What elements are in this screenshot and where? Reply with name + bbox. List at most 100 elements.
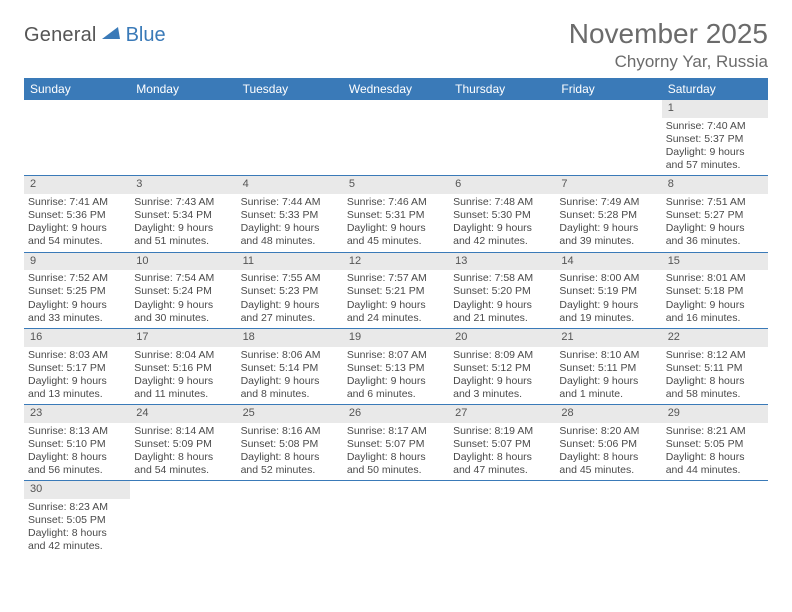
daylight-line: Daylight: 9 hours and 33 minutes. — [28, 299, 126, 325]
calendar-day-cell: 22Sunrise: 8:12 AMSunset: 5:11 PMDayligh… — [662, 328, 768, 404]
daylight-line: Daylight: 9 hours and 36 minutes. — [666, 222, 764, 248]
sunrise-line: Sunrise: 8:14 AM — [134, 425, 232, 438]
day-number: 19 — [343, 329, 449, 347]
sunset-line: Sunset: 5:12 PM — [453, 362, 551, 375]
logo-general: General — [24, 24, 97, 47]
day-number: 10 — [130, 253, 236, 271]
calendar-day-cell: 20Sunrise: 8:09 AMSunset: 5:12 PMDayligh… — [449, 328, 555, 404]
weekday-header-row: SundayMondayTuesdayWednesdayThursdayFrid… — [24, 78, 768, 100]
daylight-line: Daylight: 9 hours and 6 minutes. — [347, 375, 445, 401]
sunset-line: Sunset: 5:09 PM — [134, 438, 232, 451]
calendar-day-cell: 16Sunrise: 8:03 AMSunset: 5:17 PMDayligh… — [24, 328, 130, 404]
sunset-line: Sunset: 5:08 PM — [241, 438, 339, 451]
day-number: 18 — [237, 329, 343, 347]
weekday-header: Saturday — [662, 78, 768, 100]
day-number: 28 — [555, 405, 661, 423]
daylight-line: Daylight: 8 hours and 54 minutes. — [134, 451, 232, 477]
calendar-day-cell: 29Sunrise: 8:21 AMSunset: 5:05 PMDayligh… — [662, 405, 768, 481]
daylight-line: Daylight: 8 hours and 58 minutes. — [666, 375, 764, 401]
sunrise-line: Sunrise: 7:57 AM — [347, 272, 445, 285]
daylight-line: Daylight: 8 hours and 56 minutes. — [28, 451, 126, 477]
sunset-line: Sunset: 5:34 PM — [134, 209, 232, 222]
sunset-line: Sunset: 5:20 PM — [453, 285, 551, 298]
day-number: 25 — [237, 405, 343, 423]
sunrise-line: Sunrise: 8:21 AM — [666, 425, 764, 438]
sunrise-line: Sunrise: 7:44 AM — [241, 196, 339, 209]
sunset-line: Sunset: 5:16 PM — [134, 362, 232, 375]
calendar-day-cell: 23Sunrise: 8:13 AMSunset: 5:10 PMDayligh… — [24, 405, 130, 481]
calendar-day-cell: 19Sunrise: 8:07 AMSunset: 5:13 PMDayligh… — [343, 328, 449, 404]
calendar-empty-cell — [24, 100, 130, 176]
calendar-day-cell: 15Sunrise: 8:01 AMSunset: 5:18 PMDayligh… — [662, 252, 768, 328]
sunrise-line: Sunrise: 8:12 AM — [666, 349, 764, 362]
daylight-line: Daylight: 9 hours and 27 minutes. — [241, 299, 339, 325]
sunrise-line: Sunrise: 8:17 AM — [347, 425, 445, 438]
day-number: 4 — [237, 176, 343, 194]
calendar-empty-cell — [662, 481, 768, 557]
day-number: 2 — [24, 176, 130, 194]
sunset-line: Sunset: 5:23 PM — [241, 285, 339, 298]
daylight-line: Daylight: 9 hours and 57 minutes. — [666, 146, 764, 172]
sunrise-line: Sunrise: 8:04 AM — [134, 349, 232, 362]
calendar-week-row: 16 Sunrise: 8:03 AMSunset: 5:17 PM Dayligh… — [24, 328, 768, 404]
sunrise-line: Sunrise: 8:13 AM — [28, 425, 126, 438]
sunrise-line: Sunrise: 8:06 AM — [241, 349, 339, 362]
day-number: 23 — [24, 405, 130, 423]
day-number: 5 — [343, 176, 449, 194]
sunset-line: Sunset: 5:37 PM — [666, 133, 764, 146]
day-number: 24 — [130, 405, 236, 423]
logo-blue: Blue — [126, 24, 166, 47]
calendar-day-cell: 30Sunrise: 8:23 AMSunset: 5:05 PMDayligh… — [24, 481, 130, 557]
day-number: 7 — [555, 176, 661, 194]
sunset-line: Sunset: 5:25 PM — [28, 285, 126, 298]
day-number: 9 — [24, 253, 130, 271]
sunset-line: Sunset: 5:05 PM — [28, 514, 126, 527]
daylight-line: Daylight: 8 hours and 45 minutes. — [559, 451, 657, 477]
sunrise-line: Sunrise: 7:58 AM — [453, 272, 551, 285]
sunrise-line: Sunrise: 7:41 AM — [28, 196, 126, 209]
calendar-week-row: 2Sunrise: 7:41 AMSunset: 5:36 PMDaylight… — [24, 176, 768, 252]
sunset-line: Sunset: 5:17 PM — [28, 362, 126, 375]
sunrise-line: Sunrise: 7:48 AM — [453, 196, 551, 209]
sunset-line: Sunset: 5:28 PM — [559, 209, 657, 222]
calendar-empty-cell — [237, 481, 343, 557]
calendar-day-cell: 24 Sunrise: 8:14 AMSunset: 5:09 PMDayligh… — [130, 405, 236, 481]
sunrise-line: Sunrise: 8:23 AM — [28, 501, 126, 514]
day-number: 17 — [130, 329, 236, 347]
daylight-line: Daylight: 9 hours and 3 minutes. — [453, 375, 551, 401]
sunrise-line: Sunrise: 8:00 AM — [559, 272, 657, 285]
daylight-line: Daylight: 9 hours and 45 minutes. — [347, 222, 445, 248]
day-number: 20 — [449, 329, 555, 347]
daylight-line: Daylight: 9 hours and 42 minutes. — [453, 222, 551, 248]
daylight-line: Daylight: 9 hours and 21 minutes. — [453, 299, 551, 325]
weekday-header: Friday — [555, 78, 661, 100]
sunset-line: Sunset: 5:11 PM — [666, 362, 764, 375]
calendar-day-cell: 4Sunrise: 7:44 AMSunset: 5:33 PMDaylight… — [237, 176, 343, 252]
day-number: 30 — [24, 481, 130, 499]
sunrise-line: Sunrise: 7:43 AM — [134, 196, 232, 209]
calendar-table: SundayMondayTuesdayWednesdayThursdayFrid… — [24, 78, 768, 557]
day-number: 16 — [24, 329, 130, 347]
sunrise-line: Sunrise: 8:03 AM — [28, 349, 126, 362]
sunrise-line: Sunrise: 8:20 AM — [559, 425, 657, 438]
daylight-line: Daylight: 9 hours and 11 minutes. — [134, 375, 232, 401]
day-number: 27 — [449, 405, 555, 423]
calendar-empty-cell — [237, 100, 343, 176]
weekday-header: Thursday — [449, 78, 555, 100]
daylight-line: Daylight: 8 hours and 52 minutes. — [241, 451, 339, 477]
day-number: 11 — [237, 253, 343, 271]
daylight-line: Daylight: 8 hours and 47 minutes. — [453, 451, 551, 477]
month-title: November 2025 — [569, 18, 768, 50]
sunset-line: Sunset: 5:27 PM — [666, 209, 764, 222]
sunset-line: Sunset: 5:30 PM — [453, 209, 551, 222]
sunset-line: Sunset: 5:33 PM — [241, 209, 339, 222]
calendar-day-cell: 17 Sunrise: 8:04 AMSunset: 5:16 PMDayligh… — [130, 328, 236, 404]
calendar-day-cell: 12Sunrise: 7:57 AMSunset: 5:21 PMDayligh… — [343, 252, 449, 328]
day-number: 12 — [343, 253, 449, 271]
sunset-line: Sunset: 5:11 PM — [559, 362, 657, 375]
calendar-week-row: 9Sunrise: 7:52 AMSunset: 5:25 PMDaylight… — [24, 252, 768, 328]
day-number: 6 — [449, 176, 555, 194]
sunrise-line: Sunrise: 8:07 AM — [347, 349, 445, 362]
day-number: 3 — [130, 176, 236, 194]
calendar-day-cell: 21Sunrise: 8:10 AMSunset: 5:11 PMDayligh… — [555, 328, 661, 404]
